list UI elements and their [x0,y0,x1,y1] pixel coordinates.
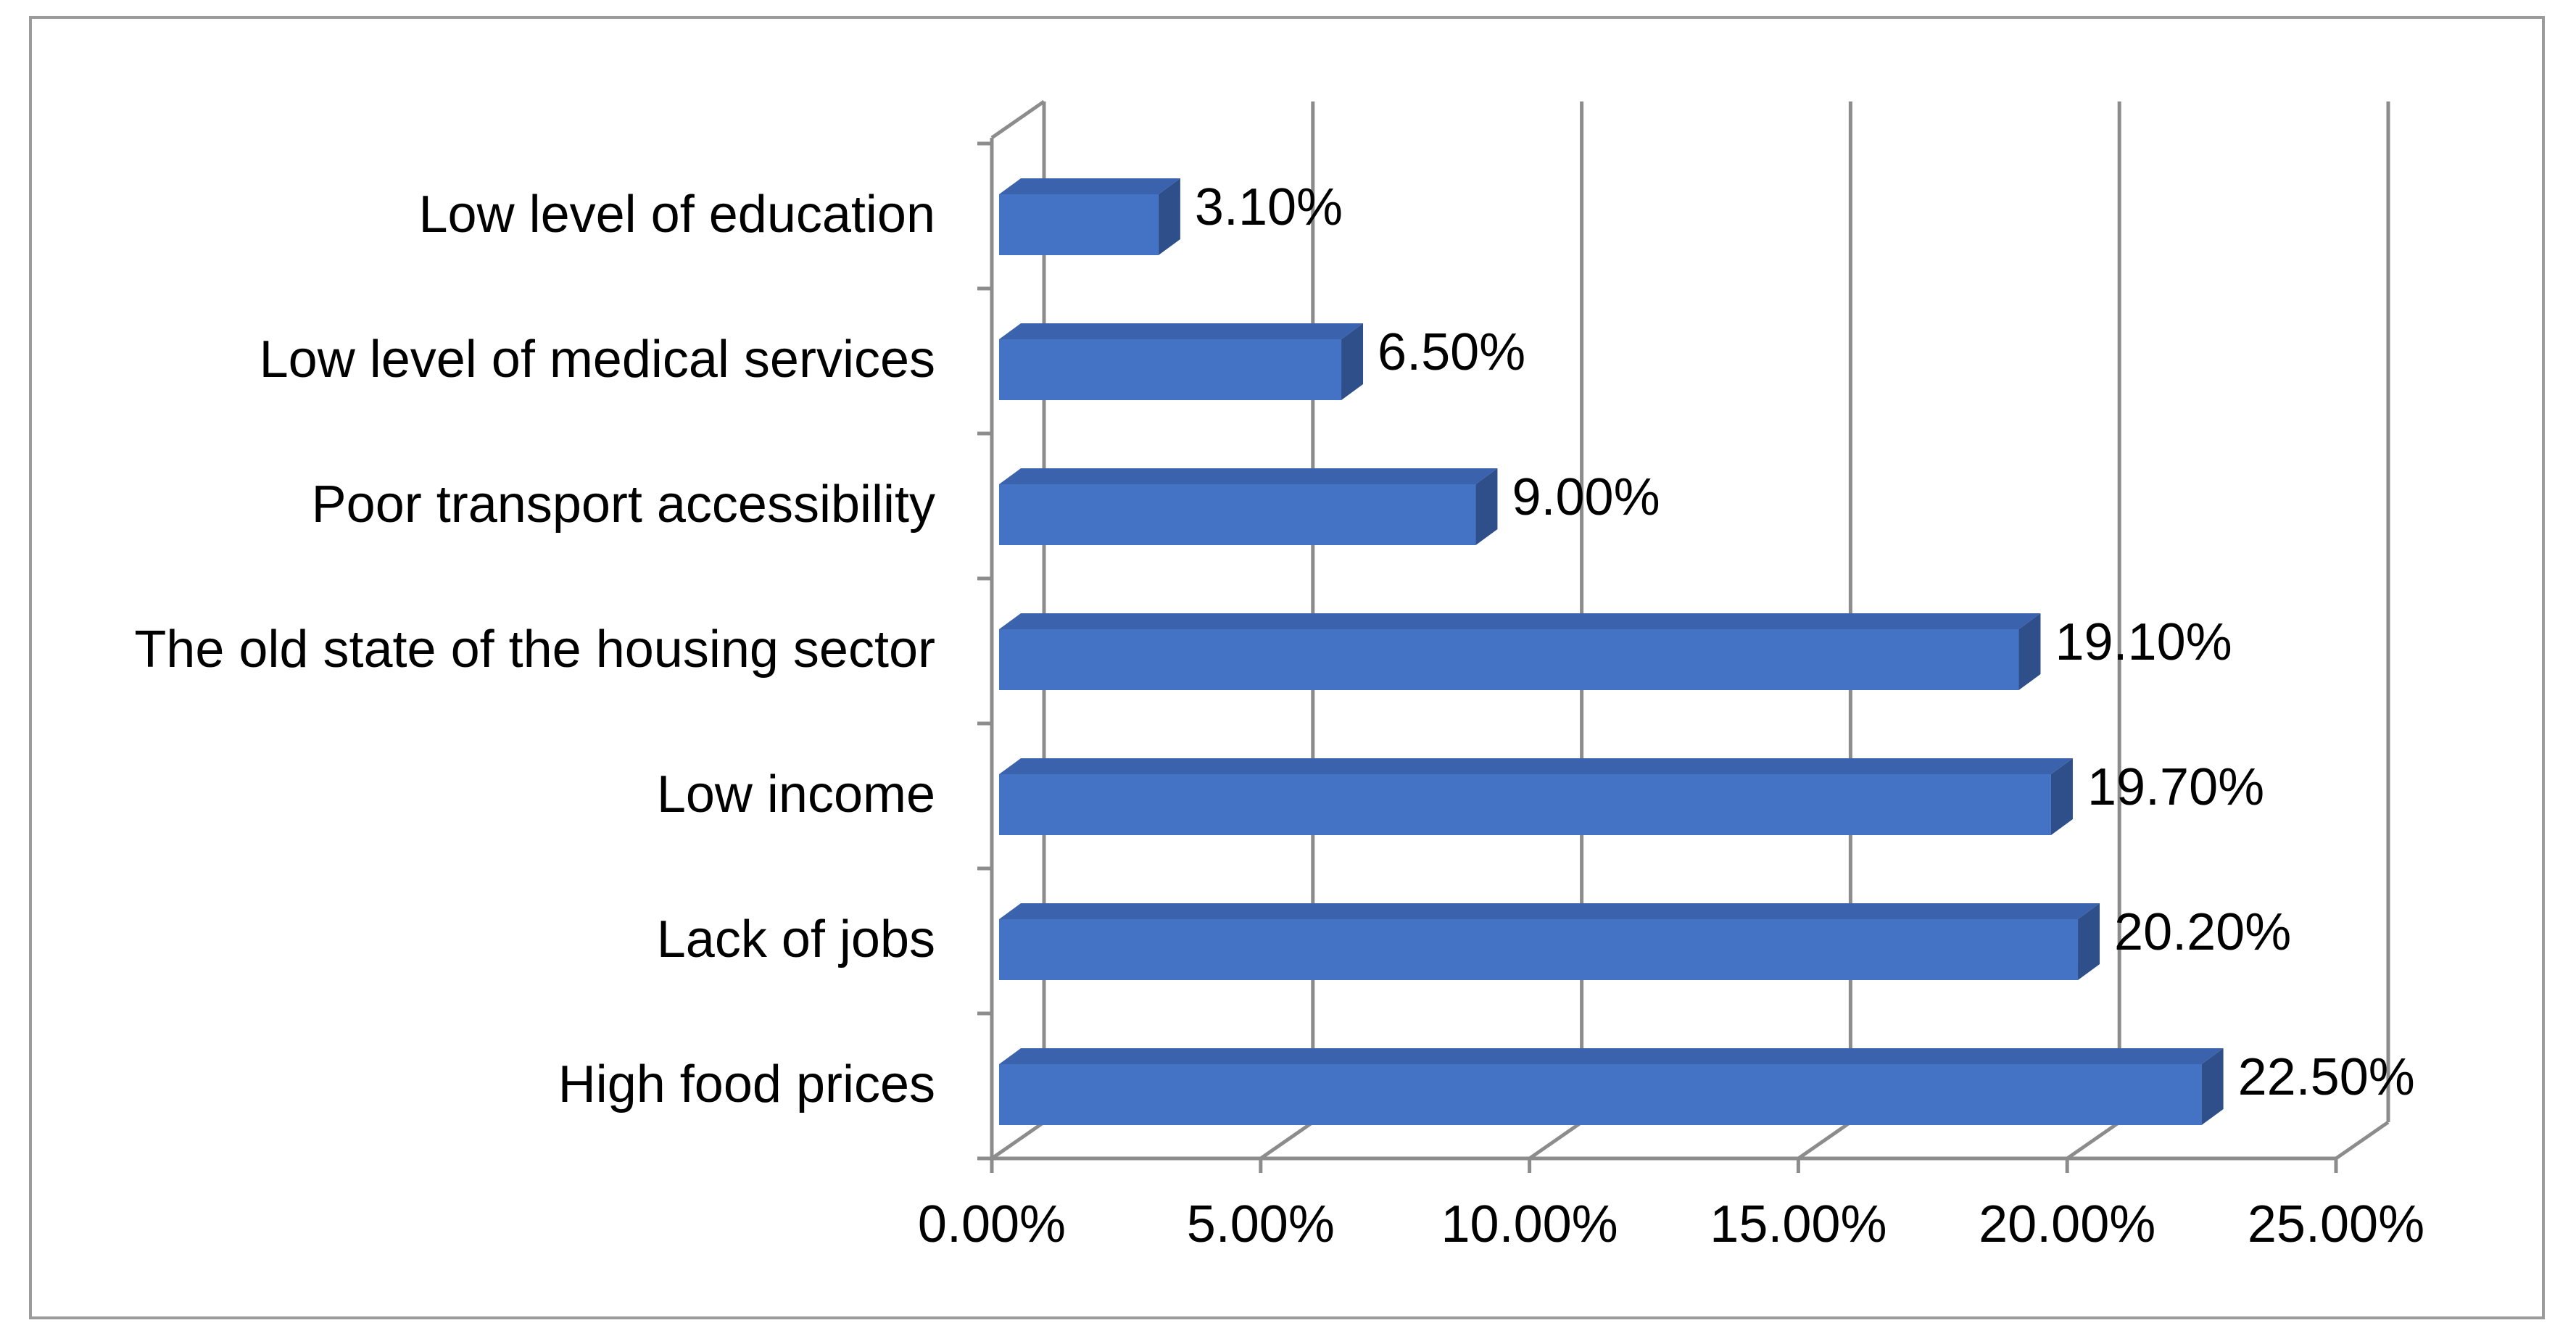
x-tick-label: 5.00% [1187,1195,1335,1253]
x-tick-label: 25.00% [2248,1195,2424,1253]
data-label: 6.50% [1378,323,1525,381]
category-label: The old state of the housing sector [134,621,935,679]
category-label: Low level of education [419,186,935,244]
floor-gridline [2066,1120,2121,1161]
bars [999,178,2224,1125]
x-tick-label: 10.00% [1441,1195,1618,1253]
bar [999,1064,2202,1125]
bar-side [2050,758,2073,835]
floor-gridline [1797,1120,1852,1161]
bar-top [999,323,1364,339]
data-label: 9.00% [1512,468,1660,526]
data-label: 3.10% [1195,178,1343,236]
bar-top [999,613,2041,629]
data-label: 22.50% [2238,1048,2415,1106]
bar [999,629,2019,690]
bar-top [999,468,1498,484]
bar-top [999,1048,2224,1064]
x-tick-label: 0.00% [918,1195,1066,1253]
x-tick-label: 20.00% [1979,1195,2155,1253]
bar-side [1158,178,1180,255]
data-label: 20.20% [2114,903,2291,961]
data-label: 19.10% [2055,613,2232,671]
floor-gridline [990,1120,1045,1161]
floor-gridline [1259,1120,1314,1161]
category-label: Lack of jobs [657,910,935,968]
labels: 0.00% 5.00% 10.00% 15.00% 20.00% 25.00% Low le… [134,178,2424,1253]
bar [999,484,1476,545]
floor-gridline [1528,1120,1583,1161]
bar-top [999,178,1180,194]
bar [999,774,2051,835]
category-label: High food prices [558,1055,935,1113]
category-label: Poor transport accessibility [312,476,935,534]
y-axis-top [990,99,1045,140]
data-label: 19.70% [2087,758,2264,816]
bar-side [1341,323,1364,400]
bar-top [999,758,2073,774]
bar-side [1475,468,1498,545]
x-tick-label: 15.00% [1710,1195,1887,1253]
bar-side [2201,1048,2224,1125]
axes [977,99,2338,1173]
bar [999,194,1159,255]
bar-side [2078,903,2100,980]
category-label: Low income [657,766,935,824]
category-label: Low level of medical services [260,331,935,389]
bar [999,919,2079,980]
bar-side [2018,613,2041,690]
bar-top [999,903,2100,919]
bar [999,339,1342,400]
floor-gridline [2335,1120,2390,1161]
